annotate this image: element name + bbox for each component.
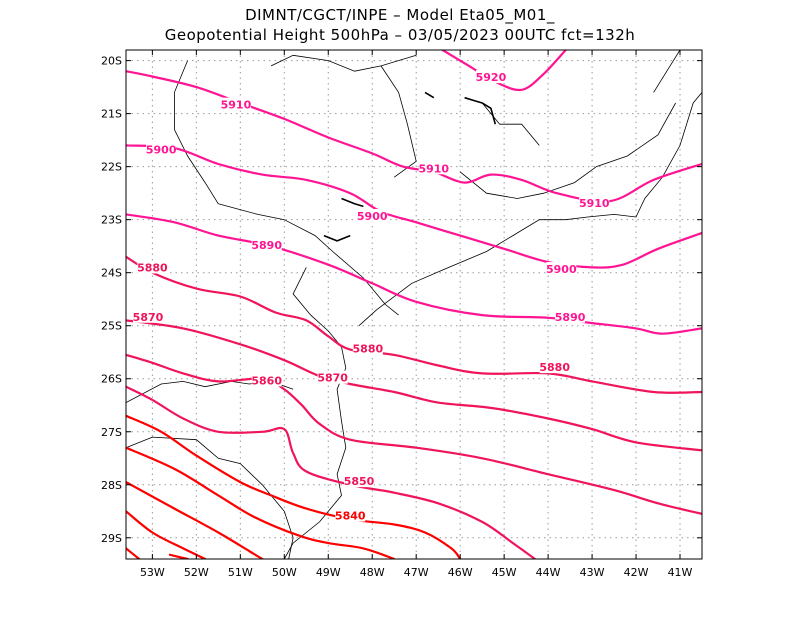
lake-outline <box>424 91 435 99</box>
coastlines <box>126 50 702 559</box>
contour-label-bg <box>137 260 168 274</box>
contour-line-5820 <box>126 481 264 559</box>
contour-label-bg <box>539 360 570 374</box>
lon-tick-label: 42W <box>624 566 649 579</box>
contour-label-bg <box>352 341 383 355</box>
lat-tick-label: 22S <box>101 161 122 174</box>
contour-line-5880 <box>126 255 702 394</box>
contour-label-5910: 5910 <box>579 197 610 210</box>
lat-lon-grid <box>126 50 702 559</box>
contour-line-5920 <box>441 50 567 92</box>
contour-label-5880: 5880 <box>353 343 384 356</box>
contour-label-bg <box>335 508 366 522</box>
contour-label-5880: 5880 <box>137 261 168 274</box>
coastline <box>459 102 676 199</box>
lon-tick-label: 49W <box>316 566 341 579</box>
contour-label-bg <box>132 309 163 323</box>
coastline <box>218 203 399 316</box>
contour-line-5800 <box>126 547 141 559</box>
contour-label-5910: 5910 <box>221 99 252 112</box>
contour-label-5840: 5840 <box>335 510 366 523</box>
map-frame <box>125 49 703 560</box>
contour-line-5790 <box>168 553 189 559</box>
lat-tick-label: 21S <box>101 108 122 121</box>
lat-tick-label: 29S <box>101 532 122 545</box>
contour-line-5840 <box>126 414 462 559</box>
coastline <box>358 92 702 326</box>
lat-tick-label: 25S <box>101 320 122 333</box>
contour-label-bg <box>555 309 586 323</box>
contour-label-bg <box>317 370 348 384</box>
lon-tick-label: 45W <box>492 566 517 579</box>
lake-outline <box>464 96 497 125</box>
coastline <box>481 102 540 146</box>
contour-label-bg <box>251 238 282 252</box>
contour-label-bg <box>220 97 251 111</box>
contour-label-5890: 5890 <box>251 239 282 252</box>
contour-label-bg <box>146 142 177 156</box>
coastline <box>380 65 417 178</box>
lat-tick-label: 27S <box>101 426 122 439</box>
coastline <box>653 50 681 93</box>
coastline <box>270 54 417 72</box>
contour-line-5870 <box>126 319 702 452</box>
lon-tick-label: 48W <box>360 566 385 579</box>
contour-label-5880: 5880 <box>539 361 570 374</box>
lon-tick-label: 52W <box>184 566 209 579</box>
lat-tick-label: 24S <box>101 267 122 280</box>
contour-line-5850 <box>126 385 536 559</box>
axis-ticks: 53W 52W 51W 50W 49W 48W 47W 46W 45W 44W 43W 42W 41W 2… <box>101 50 702 579</box>
lon-tick-label: 41W <box>668 566 693 579</box>
geopotential-contours <box>126 50 702 559</box>
contour-labels: 5920 5910 5910 5910 5900 5900 5900 5890 5890 5880… <box>132 70 610 523</box>
contour-line-5830 <box>126 446 396 559</box>
lake-outline <box>323 234 351 242</box>
contour-label-5870: 5870 <box>133 311 164 324</box>
lat-tick-label: 26S <box>101 373 122 386</box>
lon-tick-label: 46W <box>448 566 473 579</box>
contour-label-5890: 5890 <box>555 311 586 324</box>
lon-tick-label: 44W <box>536 566 561 579</box>
contour-label-5910: 5910 <box>418 162 449 175</box>
coastline <box>174 60 219 205</box>
contour-label-bg <box>418 161 449 175</box>
contour-label-5900: 5900 <box>146 144 177 157</box>
lake-outline <box>341 197 364 208</box>
contour-label-bg <box>251 373 282 387</box>
contour-line-5890 <box>126 213 702 335</box>
contour-label-5920: 5920 <box>476 71 507 84</box>
contour-label-bg <box>475 70 506 84</box>
contour-label-5860: 5860 <box>251 374 282 387</box>
map-title-line-1: DIMNT/CGCT/INPE – Model Eta05_M01_ <box>245 6 555 24</box>
lat-tick-label: 20S <box>101 55 122 68</box>
lon-tick-label: 50W <box>272 566 297 579</box>
coastline <box>283 267 347 559</box>
contour-label-bg <box>546 262 577 276</box>
contour-label-5900: 5900 <box>546 263 577 276</box>
map-title-line-2: Geopotential Height 500hPa – 03/05/2023 … <box>164 26 636 44</box>
contour-label-bg <box>357 209 388 223</box>
contour-label-bg <box>579 195 610 209</box>
lon-tick-label: 43W <box>580 566 605 579</box>
coastline <box>126 436 294 559</box>
contour-line-5900 <box>126 144 702 269</box>
lon-tick-label: 47W <box>404 566 429 579</box>
contour-label-5850: 5850 <box>344 475 375 488</box>
contour-label-5870: 5870 <box>317 372 348 385</box>
contour-line-5860 <box>126 353 702 515</box>
lat-tick-label: 28S <box>101 479 122 492</box>
contour-label-5900: 5900 <box>357 210 388 223</box>
lon-tick-label: 53W <box>140 566 165 579</box>
contour-label-bg <box>344 474 375 488</box>
lon-tick-label: 51W <box>228 566 253 579</box>
lat-tick-label: 23S <box>101 214 122 227</box>
contour-line-5910 <box>126 70 702 203</box>
